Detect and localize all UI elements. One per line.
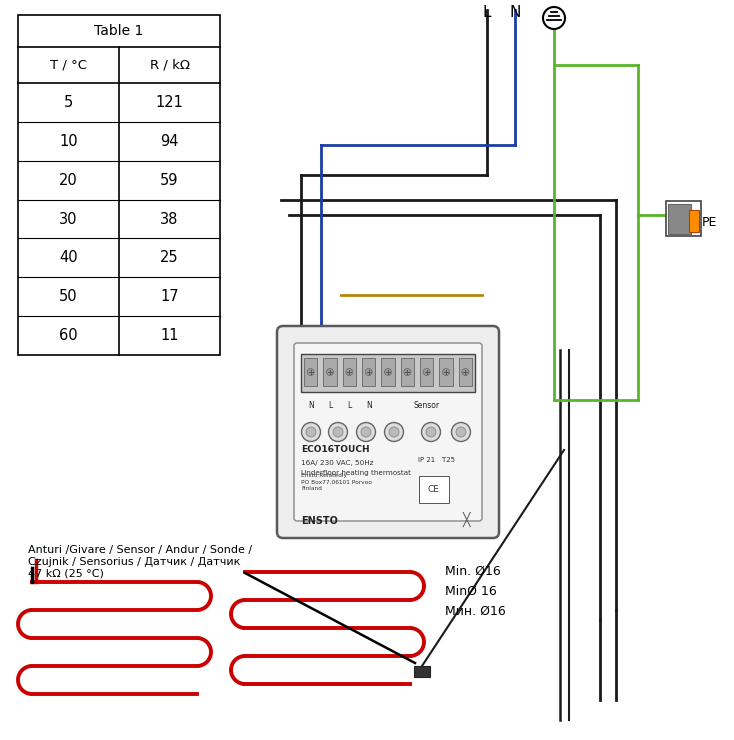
Text: Sensor: Sensor <box>413 400 440 409</box>
Bar <box>459 358 472 386</box>
Text: N: N <box>366 400 371 409</box>
Circle shape <box>451 423 470 442</box>
Circle shape <box>329 423 347 442</box>
Circle shape <box>421 423 440 442</box>
Bar <box>381 358 395 386</box>
Bar <box>668 204 691 234</box>
Text: L: L <box>328 400 332 409</box>
Circle shape <box>357 423 376 442</box>
Circle shape <box>366 369 372 375</box>
Circle shape <box>389 427 399 437</box>
Text: PE: PE <box>702 217 717 229</box>
FancyBboxPatch shape <box>294 343 482 521</box>
Text: N: N <box>509 5 520 20</box>
Text: R / kΩ: R / kΩ <box>150 58 189 72</box>
Circle shape <box>385 423 404 442</box>
Circle shape <box>307 369 314 375</box>
Circle shape <box>385 369 391 375</box>
Bar <box>414 666 430 677</box>
Text: IP 21   T25: IP 21 T25 <box>418 457 455 463</box>
Circle shape <box>306 427 316 437</box>
Text: 25: 25 <box>160 250 179 266</box>
Circle shape <box>426 427 436 437</box>
Circle shape <box>346 369 353 375</box>
Circle shape <box>404 369 411 375</box>
Bar <box>420 358 434 386</box>
Bar <box>343 358 356 386</box>
Bar <box>362 358 375 386</box>
Text: 5: 5 <box>64 95 73 110</box>
Text: 10: 10 <box>59 134 78 149</box>
Text: N: N <box>308 400 313 409</box>
Bar <box>323 358 337 386</box>
Text: Anturi /Givare / Sensor / Andur / Sonde /
Czujnik / Sensorius / Датчик / Датчик
: Anturi /Givare / Sensor / Andur / Sonde … <box>28 545 252 578</box>
Text: 59: 59 <box>160 172 179 188</box>
Text: ENSTO: ENSTO <box>301 516 338 526</box>
Bar <box>666 201 701 236</box>
Bar <box>689 210 699 232</box>
Text: Underfloor heating thermostat: Underfloor heating thermostat <box>301 470 411 476</box>
Text: 17: 17 <box>160 289 179 304</box>
Text: 40: 40 <box>59 250 78 266</box>
Text: T / °C: T / °C <box>50 58 87 72</box>
Circle shape <box>543 7 565 29</box>
Text: 38: 38 <box>160 212 178 226</box>
FancyBboxPatch shape <box>277 326 499 538</box>
Text: ECO16TOUCH: ECO16TOUCH <box>301 445 370 454</box>
Bar <box>18 15 220 355</box>
Text: 121: 121 <box>156 95 184 110</box>
Text: 50: 50 <box>59 289 78 304</box>
Text: Ensto Relatedly
PO Box77,06101 Porvoo
Finland: Ensto Relatedly PO Box77,06101 Porvoo Fi… <box>301 473 372 491</box>
Circle shape <box>302 423 321 442</box>
Circle shape <box>443 369 449 375</box>
Text: 11: 11 <box>160 328 179 343</box>
Bar <box>301 354 475 392</box>
Text: ╳: ╳ <box>462 512 470 527</box>
Text: Min. Ø16
MinØ 16
Мин. Ø16: Min. Ø16 MinØ 16 Мин. Ø16 <box>445 565 506 618</box>
Bar <box>304 358 317 386</box>
Circle shape <box>361 427 371 437</box>
Text: 60: 60 <box>59 328 78 343</box>
Circle shape <box>424 369 430 375</box>
Bar <box>401 358 414 386</box>
Text: 94: 94 <box>160 134 179 149</box>
Text: 30: 30 <box>59 212 78 226</box>
Bar <box>439 358 453 386</box>
Circle shape <box>462 369 469 375</box>
Text: CE: CE <box>428 485 440 494</box>
Text: L: L <box>483 5 491 20</box>
Text: Table 1: Table 1 <box>94 24 144 38</box>
Circle shape <box>333 427 343 437</box>
Circle shape <box>327 369 333 375</box>
Circle shape <box>456 427 466 437</box>
Text: L: L <box>347 400 352 409</box>
Text: 16A/ 230 VAC, 50Hz: 16A/ 230 VAC, 50Hz <box>301 460 374 466</box>
Text: 20: 20 <box>59 172 78 188</box>
